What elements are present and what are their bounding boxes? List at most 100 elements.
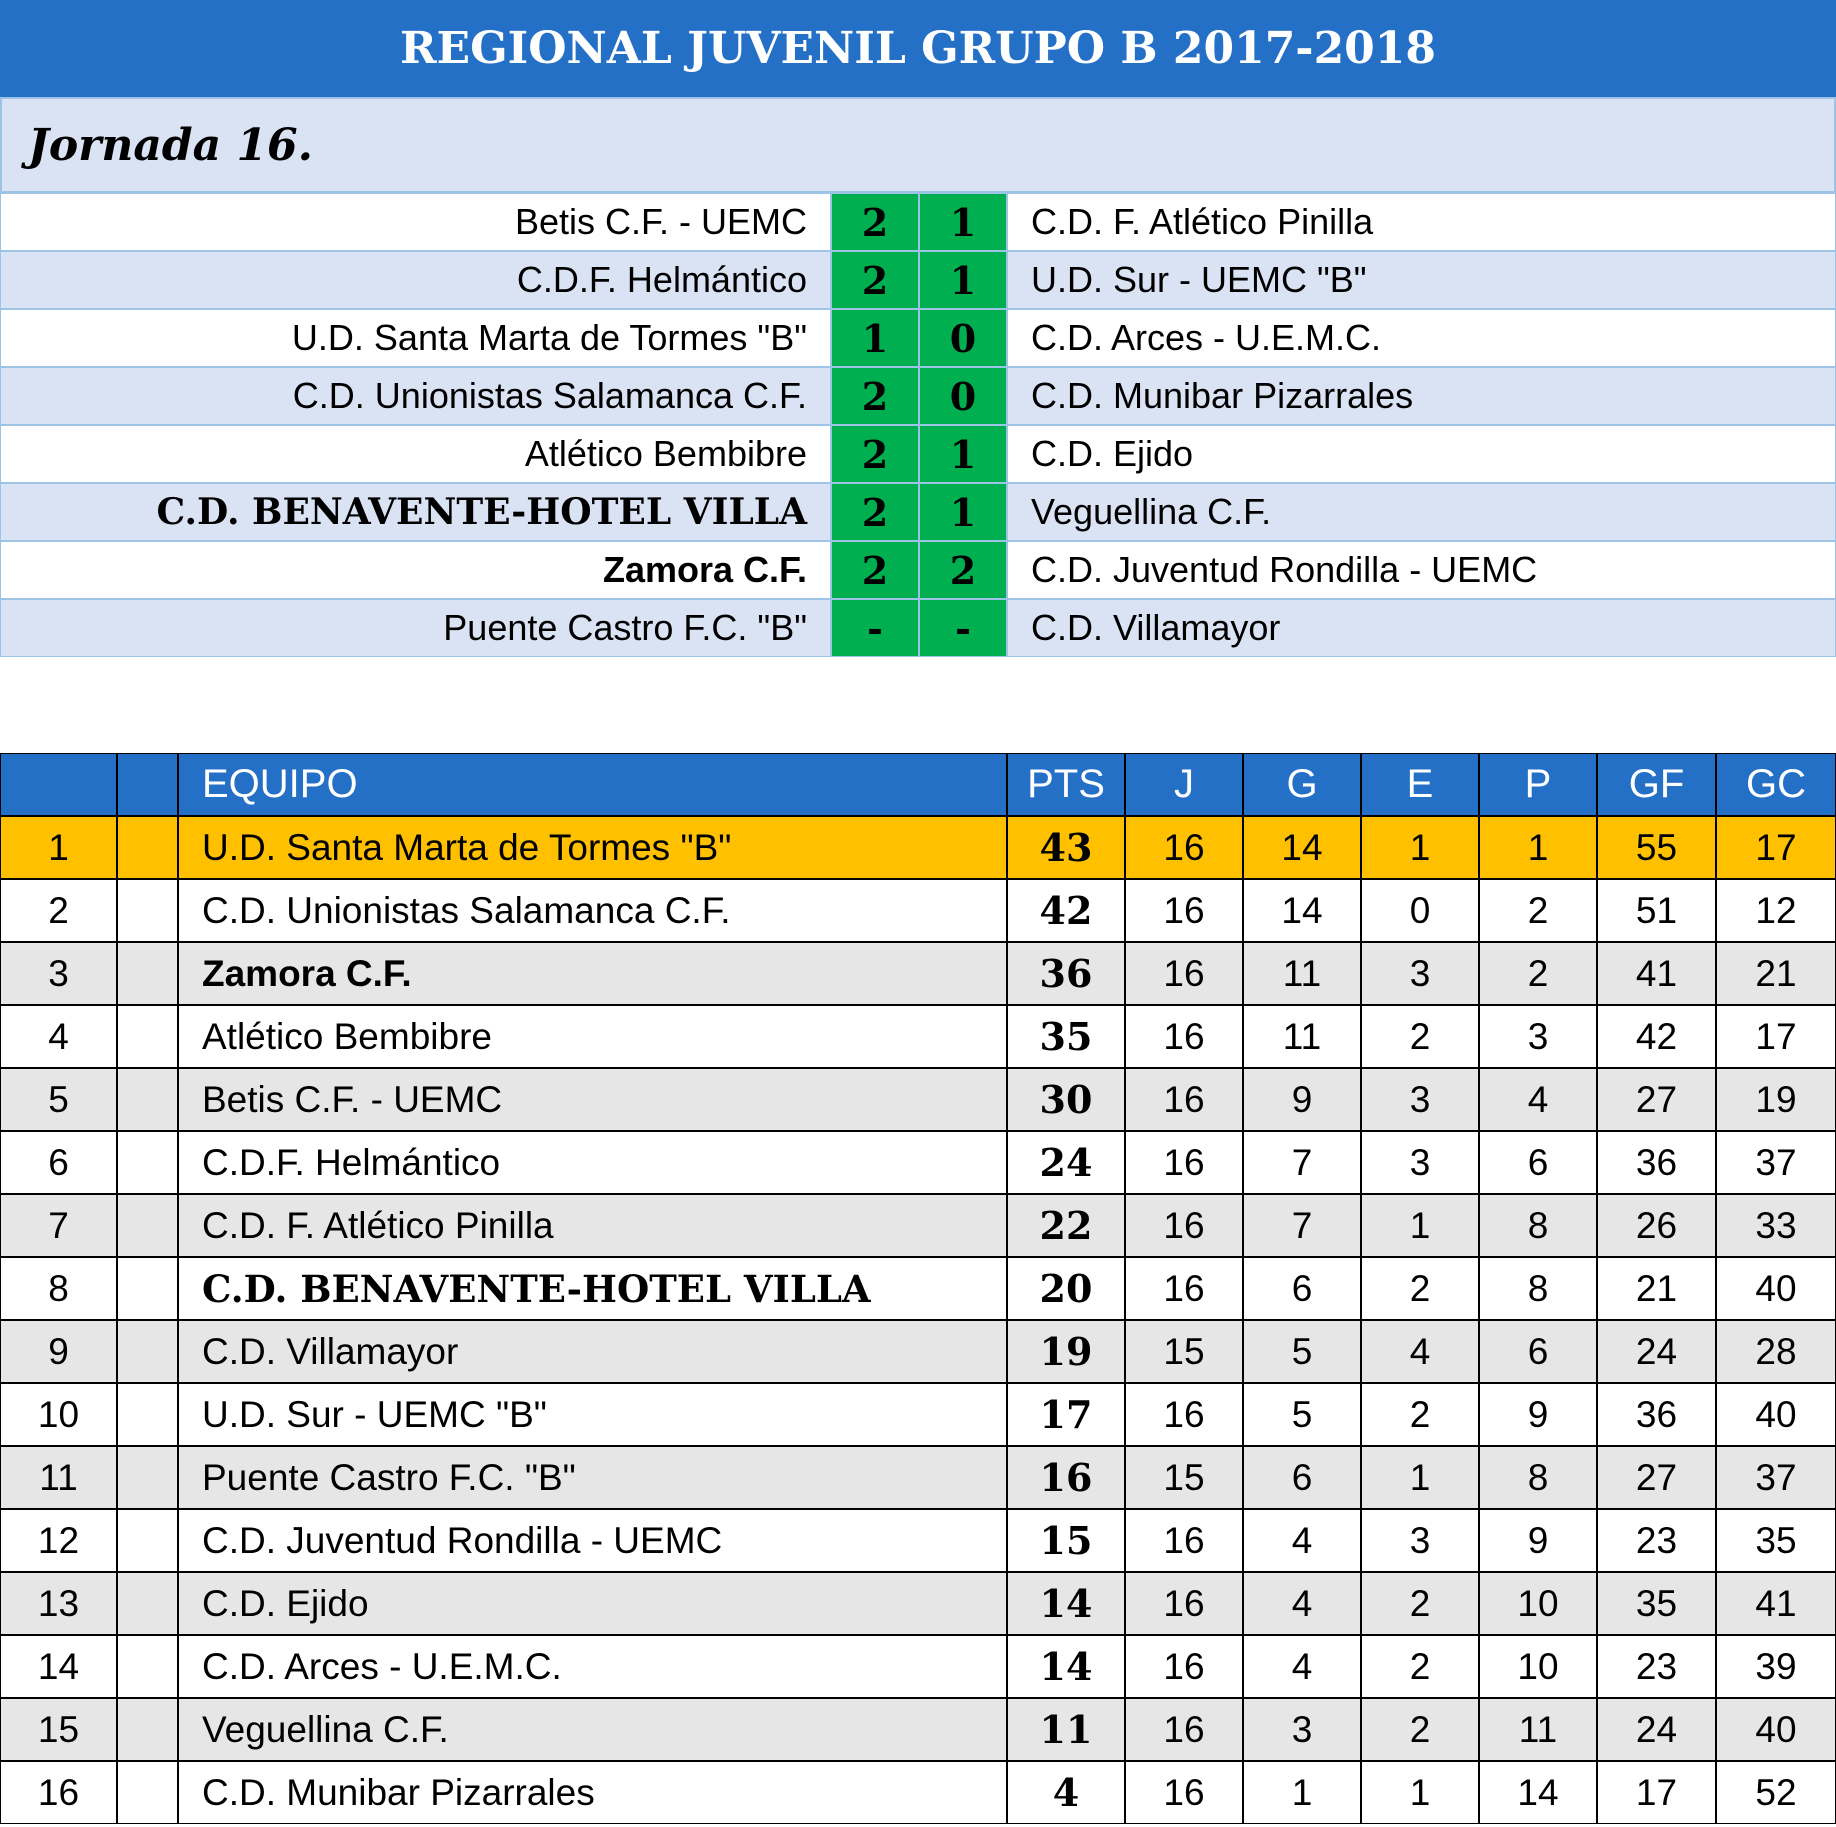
position: 1 [0, 816, 117, 879]
stat-e: 2 [1361, 1005, 1479, 1068]
team: U.D. Sur - UEMC "B" [178, 1383, 1007, 1446]
position: 4 [0, 1005, 117, 1068]
stat-gf: 41 [1597, 942, 1716, 1005]
stat-j: 16 [1125, 1572, 1243, 1635]
team: C.D. Arces - U.E.M.C. [178, 1635, 1007, 1698]
position: 13 [0, 1572, 117, 1635]
home-team: C.D. BENAVENTE-HOTEL VILLA [0, 483, 831, 541]
position: 10 [0, 1383, 117, 1446]
away-team: U.D. Sur - UEMC "B" [1007, 251, 1836, 309]
stat-j: 15 [1125, 1320, 1243, 1383]
stat-gf: 27 [1597, 1446, 1716, 1509]
stat-gf: 24 [1597, 1698, 1716, 1761]
blank-cell [117, 1761, 178, 1824]
stat-p: 8 [1479, 1446, 1597, 1509]
stat-e: 1 [1361, 1446, 1479, 1509]
stat-pts: 15 [1007, 1509, 1125, 1572]
stat-e: 4 [1361, 1320, 1479, 1383]
stat-gc: 12 [1716, 879, 1836, 942]
stat-g: 11 [1243, 1005, 1361, 1068]
stat-gf: 51 [1597, 879, 1716, 942]
stat-j: 16 [1125, 1194, 1243, 1257]
away-team: Veguellina C.F. [1007, 483, 1836, 541]
stat-gc: 39 [1716, 1635, 1836, 1698]
stat-gf: 36 [1597, 1131, 1716, 1194]
stat-p: 4 [1479, 1068, 1597, 1131]
team: U.D. Santa Marta de Tormes "B" [178, 816, 1007, 879]
away-team: C.D. Villamayor [1007, 599, 1836, 657]
blank-cell [117, 1005, 178, 1068]
header-cell [117, 753, 178, 816]
stat-e: 0 [1361, 879, 1479, 942]
stat-pts: 17 [1007, 1383, 1125, 1446]
position: 7 [0, 1194, 117, 1257]
stat-p: 11 [1479, 1698, 1597, 1761]
blank-cell [117, 816, 178, 879]
stat-j: 16 [1125, 1509, 1243, 1572]
stat-e: 3 [1361, 942, 1479, 1005]
stat-gf: 23 [1597, 1635, 1716, 1698]
team: Atlético Bembibre [178, 1005, 1007, 1068]
blank-cell [117, 1257, 178, 1320]
stat-j: 16 [1125, 1761, 1243, 1824]
stat-e: 1 [1361, 1761, 1479, 1824]
stat-gc: 40 [1716, 1698, 1836, 1761]
round: Jornada 16. [0, 97, 1836, 193]
stat-gc: 28 [1716, 1320, 1836, 1383]
position: 12 [0, 1509, 117, 1572]
home-goals: 2 [831, 367, 919, 425]
stat-gc: 41 [1716, 1572, 1836, 1635]
away-team: C.D. Arces - U.E.M.C. [1007, 309, 1836, 367]
home-team: C.D. Unionistas Salamanca C.F. [0, 367, 831, 425]
stat-g: 6 [1243, 1257, 1361, 1320]
stat-j: 16 [1125, 1383, 1243, 1446]
stat-pts: 14 [1007, 1572, 1125, 1635]
stat-p: 3 [1479, 1005, 1597, 1068]
stat-g: 5 [1243, 1383, 1361, 1446]
stat-gf: 27 [1597, 1068, 1716, 1131]
home-goals: 2 [831, 541, 919, 599]
team: Zamora C.F. [178, 942, 1007, 1005]
position: 2 [0, 879, 117, 942]
column-header: GC [1716, 753, 1836, 816]
home-goals: 2 [831, 251, 919, 309]
stat-p: 10 [1479, 1572, 1597, 1635]
stat-gc: 19 [1716, 1068, 1836, 1131]
stat-p: 14 [1479, 1761, 1597, 1824]
position: 8 [0, 1257, 117, 1320]
stat-gf: 36 [1597, 1383, 1716, 1446]
team: C.D. Munibar Pizarrales [178, 1761, 1007, 1824]
stat-gf: 17 [1597, 1761, 1716, 1824]
stat-gc: 21 [1716, 942, 1836, 1005]
stat-pts: 16 [1007, 1446, 1125, 1509]
stat-pts: 30 [1007, 1068, 1125, 1131]
stat-gc: 40 [1716, 1383, 1836, 1446]
stat-e: 3 [1361, 1068, 1479, 1131]
stat-e: 2 [1361, 1383, 1479, 1446]
stat-pts: 4 [1007, 1761, 1125, 1824]
away-goals: 2 [919, 541, 1007, 599]
stat-pts: 22 [1007, 1194, 1125, 1257]
column-header: J [1125, 753, 1243, 816]
team: C.D. Juventud Rondilla - UEMC [178, 1509, 1007, 1572]
stat-p: 8 [1479, 1194, 1597, 1257]
stat-gf: 42 [1597, 1005, 1716, 1068]
position: 6 [0, 1131, 117, 1194]
stat-j: 16 [1125, 879, 1243, 942]
blank-cell [117, 1446, 178, 1509]
team: Puente Castro F.C. "B" [178, 1446, 1007, 1509]
stat-g: 3 [1243, 1698, 1361, 1761]
home-team: Atlético Bembibre [0, 425, 831, 483]
stat-gf: 55 [1597, 816, 1716, 879]
stat-g: 14 [1243, 879, 1361, 942]
stat-e: 2 [1361, 1257, 1479, 1320]
team: C.D. BENAVENTE-HOTEL VILLA [178, 1257, 1007, 1320]
stat-j: 16 [1125, 1068, 1243, 1131]
stat-g: 14 [1243, 816, 1361, 879]
away-goals: - [919, 599, 1007, 657]
stat-e: 2 [1361, 1698, 1479, 1761]
team: Veguellina C.F. [178, 1698, 1007, 1761]
stat-pts: 11 [1007, 1698, 1125, 1761]
away-team: C.D. Juventud Rondilla - UEMC [1007, 541, 1836, 599]
stat-pts: 19 [1007, 1320, 1125, 1383]
